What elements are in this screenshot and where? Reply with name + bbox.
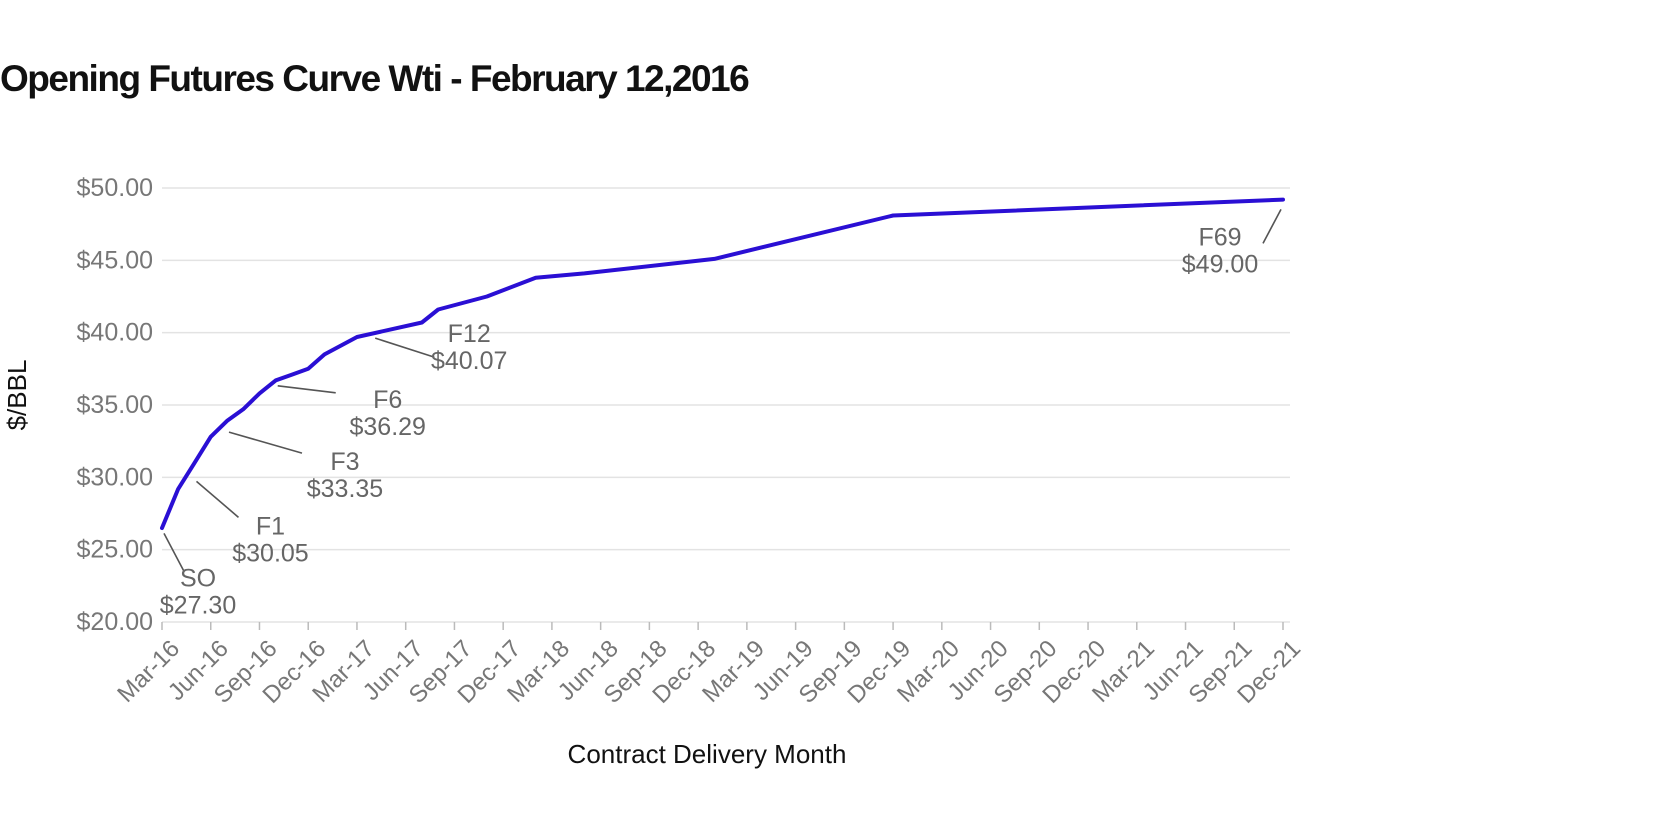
chart-title: Opening Futures Curve Wti - February 12,… — [0, 58, 750, 99]
annotation-leader — [1262, 208, 1282, 244]
annotation-contract: F1 — [256, 512, 285, 540]
annotation-price: $33.35 — [307, 475, 383, 503]
annotation-price: $27.30 — [160, 591, 236, 619]
annotation-leader — [374, 337, 435, 358]
y-tick-label: $30.00 — [77, 463, 153, 491]
y-tick-label: $40.00 — [77, 319, 153, 347]
annotation-contract: F3 — [330, 448, 359, 476]
y-tick-label: $50.00 — [77, 174, 153, 202]
x-axis-label: Contract Delivery Month — [568, 739, 847, 769]
annotation-price: $30.05 — [232, 539, 308, 567]
annotation-price: $49.00 — [1182, 250, 1258, 278]
annotation-leader — [228, 431, 303, 454]
y-tick-label: $20.00 — [77, 608, 153, 636]
annotation-price: $40.07 — [431, 347, 507, 375]
x-axis: Mar-16Jun-16Sep-16Dec-16Mar-17Jun-17Sep-… — [112, 622, 1306, 709]
annotation-contract: F69 — [1198, 223, 1241, 251]
y-axis-label: $/BBL — [2, 360, 32, 431]
y-tick-label: $35.00 — [77, 391, 153, 419]
series-line — [160, 197, 1285, 530]
y-axis-ticks: $20.00 $25.00 $30.00 $35.00 $40.00 $45.00 $50.… — [77, 174, 153, 636]
annotation-contract: F6 — [373, 386, 402, 414]
annotation-contract: F12 — [448, 320, 491, 348]
y-tick-label: $45.00 — [77, 246, 153, 274]
series-layer — [160, 197, 1285, 530]
annotation-price: $36.29 — [349, 413, 425, 441]
annotation-leader — [195, 480, 240, 518]
annotation-leader — [163, 533, 185, 572]
y-tick-label: $25.00 — [77, 536, 153, 564]
annotations: SO$27.30 F1$30.05 F3$33.35 F6$36.29 F12$40.0… — [160, 208, 1282, 619]
annotation-leader — [277, 385, 336, 394]
gridlines — [162, 187, 1290, 623]
annotation-contract: SO — [180, 564, 216, 592]
